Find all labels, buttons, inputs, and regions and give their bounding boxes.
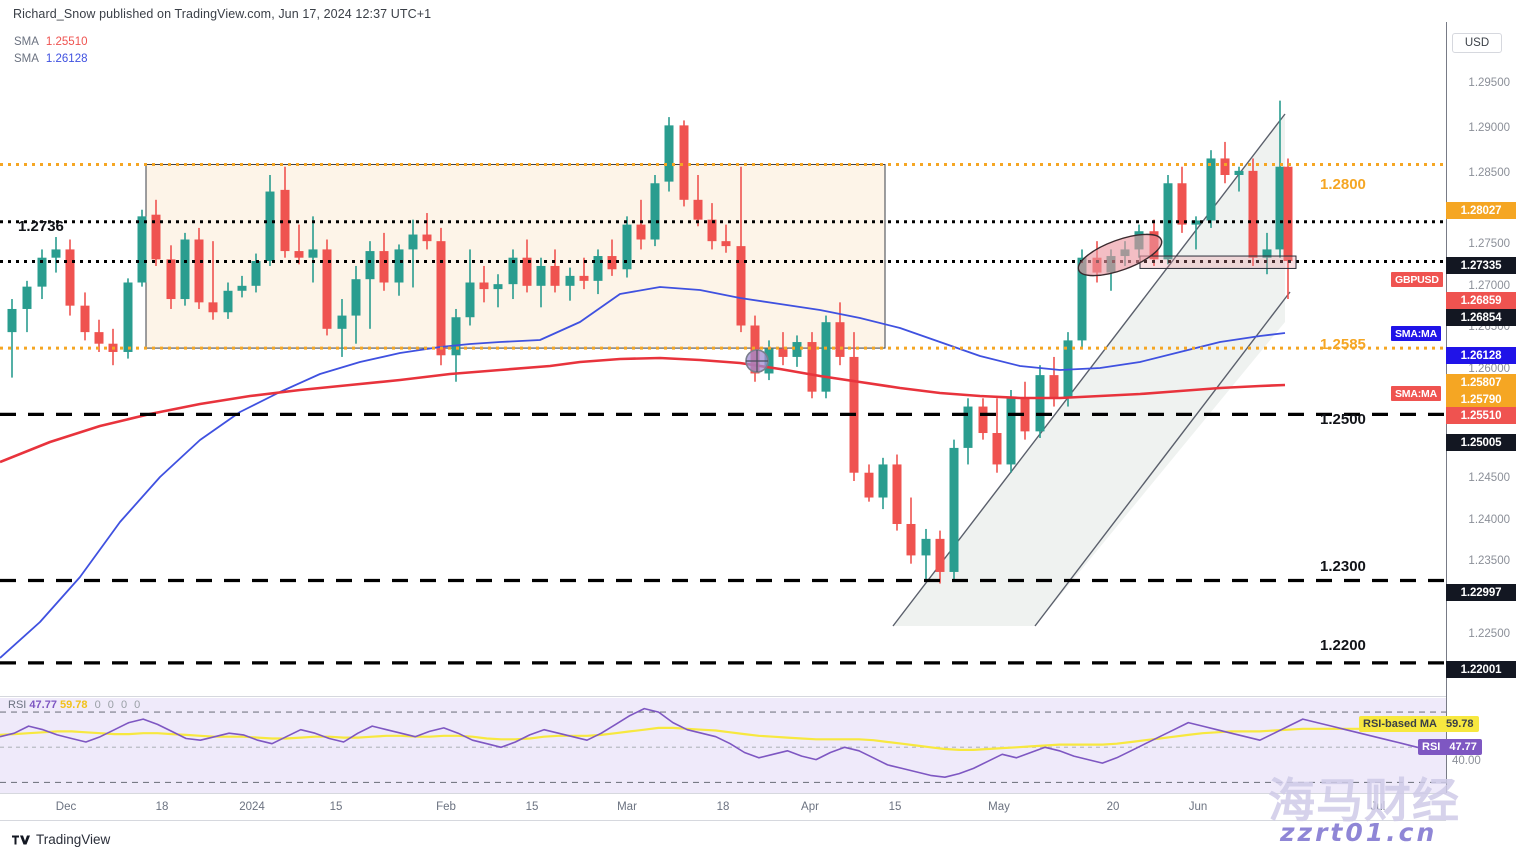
time-axis-label: 2024: [239, 801, 265, 813]
level-1-25790[interactable]: 1.25790: [1446, 391, 1516, 408]
price-plot[interactable]: [0, 22, 1446, 696]
price-tick: 1.29500: [1468, 77, 1510, 89]
rsi-legend-param-1: 0: [94, 699, 101, 711]
legend-label-sma: SMA: [14, 36, 39, 48]
currency-selector[interactable]: USD: [1452, 33, 1502, 53]
price-tick: 1.26000: [1468, 363, 1510, 375]
time-axis-label: 20: [1106, 801, 1120, 813]
price-tick: 1.24500: [1468, 472, 1510, 484]
legend-value-sma-slow: 1.25510: [45, 36, 88, 48]
legend-label-sma: SMA: [14, 53, 39, 65]
price-tick: 1.29000: [1468, 122, 1510, 134]
resistance-1-2800[interactable]: 1.28027: [1446, 202, 1516, 219]
rsi-legend-param-2: 0: [107, 699, 114, 711]
rsi-legend-value: 47.77: [29, 699, 57, 711]
time-axis-label: Dec: [55, 801, 77, 813]
last-price-gbpusd[interactable]: 1.26859: [1446, 292, 1516, 309]
time-axis-label: Apr: [801, 801, 819, 813]
indicator-legend: SMA 1.25510 SMA 1.26128: [14, 34, 88, 68]
legend-value-sma-fast: 1.26128: [45, 53, 88, 65]
tradingview-mark-icon: [12, 835, 30, 844]
rsi-svg: [0, 707, 1446, 784]
time-axis-label: Jun: [1188, 801, 1208, 813]
price-tick: 1.28500: [1468, 167, 1510, 179]
label-1-2736: 1.2736: [18, 218, 64, 235]
level-1-2736[interactable]: 1.27335: [1446, 257, 1516, 274]
rsi-badge-value: 47.77: [1444, 739, 1482, 755]
level-1-25807[interactable]: 1.25807: [1446, 374, 1516, 391]
label-1-2800: 1.2800: [1320, 176, 1366, 193]
rsi-based-ma-badge-value: 59.78: [1440, 716, 1479, 732]
rsi-legend-ma-value: 59.78: [60, 699, 88, 711]
label-1-2200: 1.2200: [1320, 637, 1366, 654]
label-1-2585: 1.2585: [1320, 336, 1366, 353]
rsi-legend-param-3: 0: [120, 699, 128, 711]
rsi-pane[interactable]: [0, 698, 1446, 793]
level-1-22001[interactable]: 1.22001: [1446, 661, 1516, 678]
rsi-legend[interactable]: RSI 47.77 59.78 0 0 0 0: [8, 699, 140, 711]
price-tick: 1.24000: [1468, 514, 1510, 526]
rsi-tick-40: 40.00: [1452, 755, 1481, 767]
legend-row-sma-slow[interactable]: SMA 1.25510: [14, 34, 88, 51]
label-1-2500: 1.2500: [1320, 411, 1366, 428]
price-svg: [0, 100, 1446, 665]
watermark-chinese: 海马财经: [1268, 774, 1460, 829]
time-axis-label: 18: [155, 801, 169, 813]
watermark-url: zzrt01.cn: [1280, 818, 1438, 847]
price-tick: 1.27500: [1468, 238, 1510, 250]
price-scale[interactable]: 1.29500 1.29000 1.28500 1.27500 1.27000 1.265…: [1446, 22, 1516, 793]
time-axis-label: Feb: [436, 801, 456, 813]
time-axis-label: Mar: [617, 801, 637, 813]
rsi-legend-param-4: 0: [134, 699, 141, 711]
time-axis-label: 15: [888, 801, 902, 813]
badge-gbpusd[interactable]: GBPUSD: [1391, 272, 1443, 287]
pane-separator: [0, 696, 1446, 697]
rsi-based-ma-badge[interactable]: RSI-based MA 59.78: [1359, 716, 1479, 732]
time-axis-label: May: [988, 801, 1010, 813]
tradingview-logo[interactable]: TradingView: [12, 832, 110, 847]
rsi-badge[interactable]: RSI 47.77: [1418, 739, 1482, 755]
badge-sma-fast[interactable]: SMA:MA: [1391, 326, 1441, 341]
time-axis-label: 18: [716, 801, 730, 813]
badge-sma-slow[interactable]: SMA:MA: [1391, 386, 1441, 401]
level-1-22997[interactable]: 1.22997: [1446, 584, 1516, 601]
publisher-byline: Richard_Snow published on TradingView.co…: [13, 7, 432, 21]
rsi-legend-name: RSI: [8, 699, 27, 711]
rsi-based-ma-badge-label: RSI-based MA: [1359, 716, 1441, 732]
time-axis-label: 15: [525, 801, 539, 813]
time-axis[interactable]: Dec 18 2024 15 Feb 15 Mar 18 Apr 15 May 20 Jun Jul: [0, 793, 1446, 821]
label-1-2300: 1.2300: [1320, 558, 1366, 575]
sma-fast-value[interactable]: 1.26128: [1446, 347, 1516, 364]
level-1-25005[interactable]: 1.25005: [1446, 434, 1516, 451]
rsi-badge-label: RSI: [1418, 739, 1445, 755]
time-axis-label: Jul: [1370, 801, 1386, 813]
price-tick: 1.27000: [1468, 280, 1510, 292]
tradingview-logo-text: TradingView: [36, 832, 111, 847]
candlestick-series: [7, 100, 1293, 584]
sma-slow-value[interactable]: 1.25510: [1446, 407, 1516, 424]
price-tick: 1.23500: [1468, 555, 1510, 567]
level-1-26854[interactable]: 1.26854: [1446, 309, 1516, 326]
price-tick: 1.22500: [1468, 628, 1510, 640]
legend-row-sma-fast[interactable]: SMA 1.26128: [14, 51, 88, 68]
time-axis-label: 15: [329, 801, 343, 813]
